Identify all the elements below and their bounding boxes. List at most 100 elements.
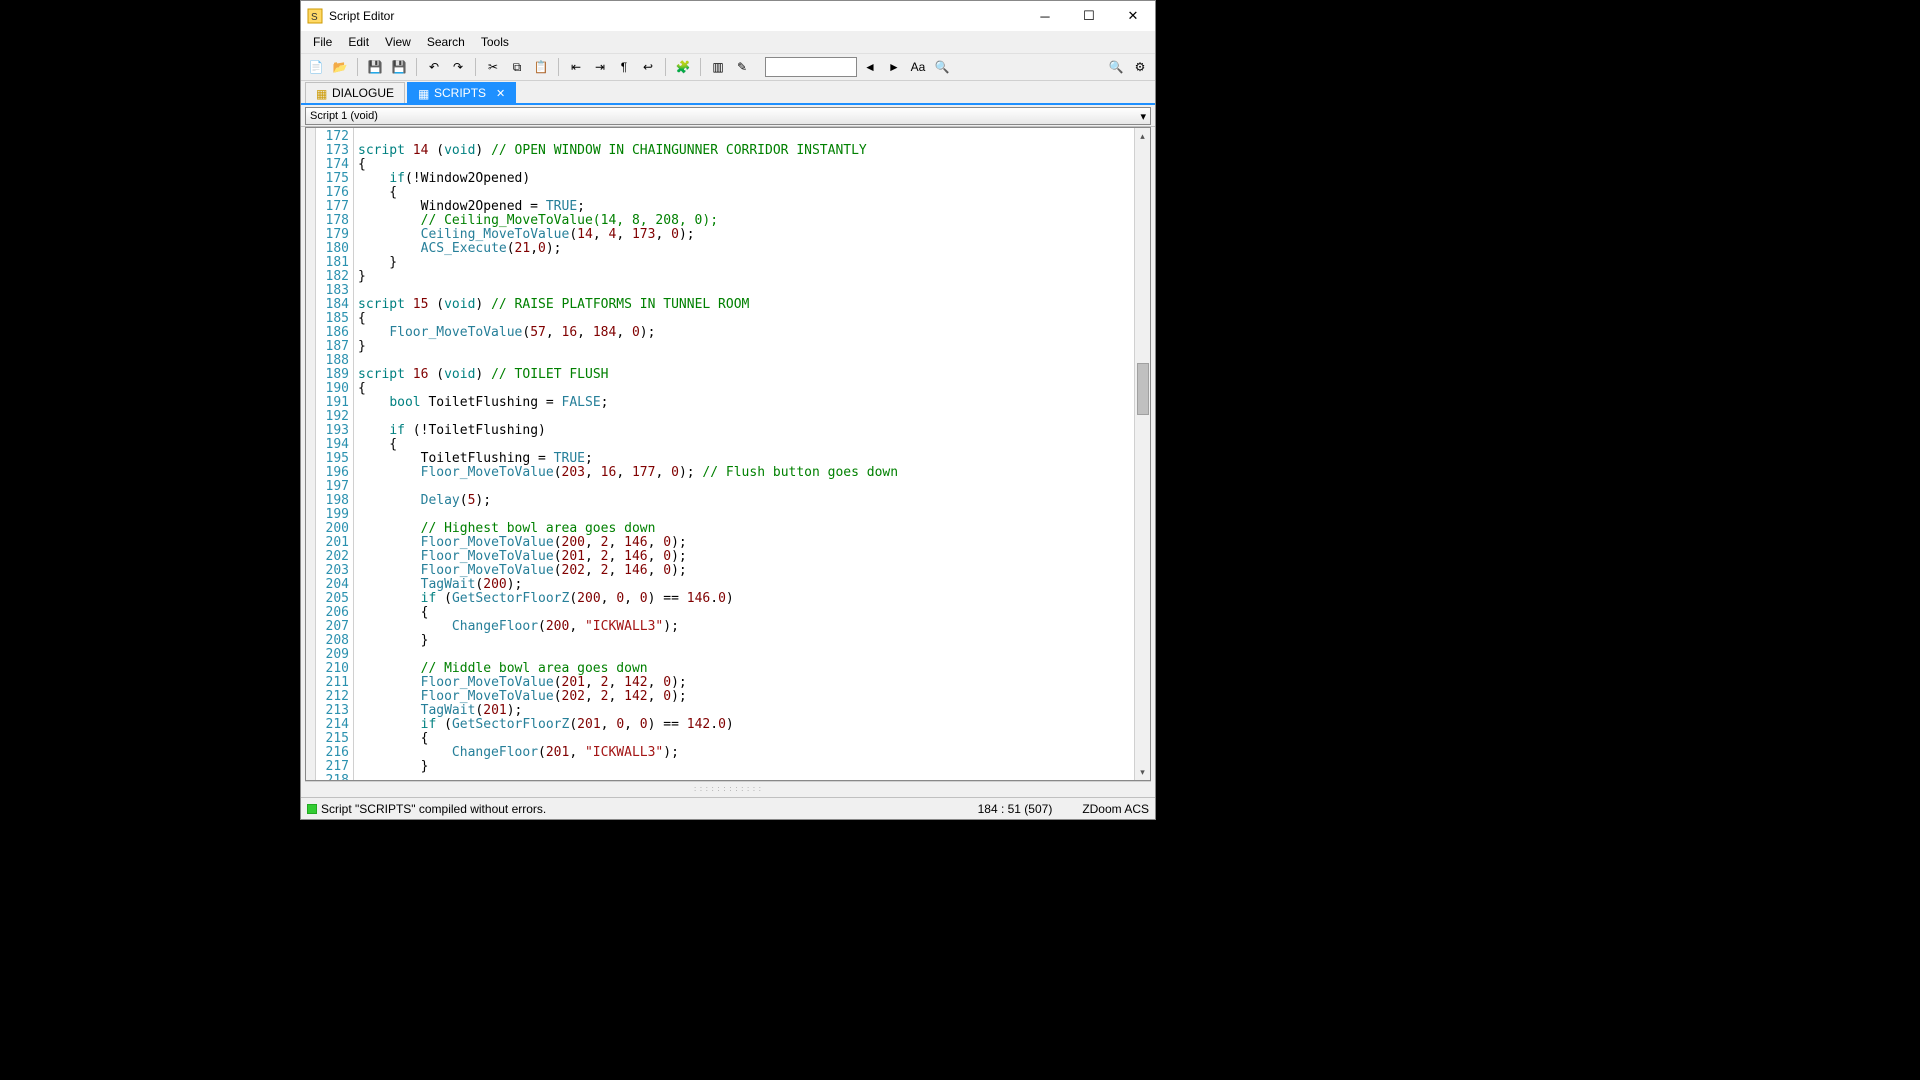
code-line[interactable]: ToiletFlushing = TRUE; xyxy=(358,452,1130,466)
script-selector-dropdown[interactable]: Script 1 (void) ▾ xyxy=(305,107,1151,125)
code-line[interactable]: } xyxy=(358,270,1130,284)
open-file-button[interactable]: 📂 xyxy=(329,56,351,78)
code-line[interactable]: TagWait(201); xyxy=(358,704,1130,718)
toolbar-search-input[interactable] xyxy=(765,57,857,77)
code-line[interactable]: bool ToiletFlushing = FALSE; xyxy=(358,396,1130,410)
code-line[interactable] xyxy=(358,354,1130,368)
copy-button[interactable]: ⧉ xyxy=(506,56,528,78)
code-line[interactable]: } xyxy=(358,634,1130,648)
line-number: 188 xyxy=(316,354,349,368)
line-number: 218 xyxy=(316,774,349,781)
zoom-button[interactable]: 🔍 xyxy=(1105,56,1127,78)
code-line[interactable]: script 16 (void) // TOILET FLUSH xyxy=(358,368,1130,382)
menu-view[interactable]: View xyxy=(377,33,419,51)
code-line[interactable]: // Middle bowl area goes down xyxy=(358,662,1130,676)
redo-button[interactable]: ↷ xyxy=(447,56,469,78)
code-line[interactable] xyxy=(358,774,1130,780)
plugin-button[interactable]: 🧩 xyxy=(672,56,694,78)
code-line[interactable] xyxy=(358,480,1130,494)
vertical-scrollbar[interactable]: ▴ ▾ xyxy=(1134,128,1150,780)
code-line[interactable]: } xyxy=(358,256,1130,270)
code-line[interactable]: Floor_MoveToValue(201, 2, 142, 0); xyxy=(358,676,1130,690)
code-line[interactable] xyxy=(358,130,1130,144)
code-line[interactable]: { xyxy=(358,382,1130,396)
code-line[interactable]: ACS_Execute(21,0); xyxy=(358,242,1130,256)
tab-dialogue[interactable]: ▦DIALOGUE xyxy=(305,82,405,103)
scroll-down-icon[interactable]: ▾ xyxy=(1135,764,1150,780)
wordwrap-button[interactable]: ↩ xyxy=(637,56,659,78)
code-line[interactable]: TagWait(200); xyxy=(358,578,1130,592)
new-file-button[interactable]: 📄 xyxy=(305,56,327,78)
line-number: 214 xyxy=(316,718,349,732)
tab-scripts[interactable]: ▦SCRIPTS✕ xyxy=(407,82,516,103)
code-line[interactable]: } xyxy=(358,760,1130,774)
code-line[interactable]: { xyxy=(358,186,1130,200)
regex-button[interactable]: 🔍 xyxy=(931,56,953,78)
line-number-gutter: 1721731741751761771781791801811821831841… xyxy=(316,128,354,780)
case-button[interactable]: Aa xyxy=(907,56,929,78)
scroll-thumb[interactable] xyxy=(1137,363,1149,415)
code-line[interactable]: script 14 (void) // OPEN WINDOW IN CHAIN… xyxy=(358,144,1130,158)
code-line[interactable]: { xyxy=(358,606,1130,620)
code-line[interactable]: } xyxy=(358,340,1130,354)
menu-search[interactable]: Search xyxy=(419,33,473,51)
code-line[interactable]: if (GetSectorFloorZ(200, 0, 0) == 146.0) xyxy=(358,592,1130,606)
whitespace-button[interactable]: ¶ xyxy=(613,56,635,78)
h-scroll-grip[interactable]: : : : : : : : : : : : : xyxy=(694,786,762,793)
code-line[interactable] xyxy=(358,410,1130,424)
code-line[interactable]: // Highest bowl area goes down xyxy=(358,522,1130,536)
code-line[interactable] xyxy=(358,508,1130,522)
menubar: File Edit View Search Tools xyxy=(301,31,1155,53)
code-line[interactable]: Delay(5); xyxy=(358,494,1130,508)
code-line[interactable]: { xyxy=(358,438,1130,452)
paste-button[interactable]: 📋 xyxy=(530,56,552,78)
app-icon: S xyxy=(307,8,323,24)
save-all-button[interactable]: 💾 xyxy=(388,56,410,78)
menu-edit[interactable]: Edit xyxy=(340,33,377,51)
line-number: 190 xyxy=(316,382,349,396)
code-line[interactable]: Floor_MoveToValue(201, 2, 146, 0); xyxy=(358,550,1130,564)
code-line[interactable]: { xyxy=(358,732,1130,746)
code-line[interactable]: Floor_MoveToValue(57, 16, 184, 0); xyxy=(358,326,1130,340)
prev-button[interactable]: ◄ xyxy=(859,56,881,78)
scroll-up-icon[interactable]: ▴ xyxy=(1135,128,1150,144)
save-button[interactable]: 💾 xyxy=(364,56,386,78)
code-line[interactable]: { xyxy=(358,158,1130,172)
code-line[interactable]: if (!ToiletFlushing) xyxy=(358,424,1130,438)
line-number: 176 xyxy=(316,186,349,200)
menu-tools[interactable]: Tools xyxy=(473,33,517,51)
code-line[interactable] xyxy=(358,284,1130,298)
code-line[interactable] xyxy=(358,648,1130,662)
code-line[interactable]: Floor_MoveToValue(202, 2, 146, 0); xyxy=(358,564,1130,578)
code-line[interactable]: ChangeFloor(200, "ICKWALL3"); xyxy=(358,620,1130,634)
tab-bar: ▦DIALOGUE▦SCRIPTS✕ xyxy=(301,81,1155,105)
code-line[interactable]: Ceiling_MoveToValue(14, 4, 173, 0); xyxy=(358,228,1130,242)
fold-gutter[interactable] xyxy=(306,128,316,780)
next-button[interactable]: ► xyxy=(883,56,905,78)
cut-button[interactable]: ✂ xyxy=(482,56,504,78)
compile-button[interactable]: ✎ xyxy=(731,56,753,78)
code-line[interactable]: // Ceiling_MoveToValue(14, 8, 208, 0); xyxy=(358,214,1130,228)
code-line[interactable]: Floor_MoveToValue(202, 2, 142, 0); xyxy=(358,690,1130,704)
close-button[interactable]: ✕ xyxy=(1111,1,1155,31)
code-line[interactable]: Window2Opened = TRUE; xyxy=(358,200,1130,214)
code-line[interactable]: if (GetSectorFloorZ(201, 0, 0) == 142.0) xyxy=(358,718,1130,732)
code-line[interactable]: if(!Window2Opened) xyxy=(358,172,1130,186)
code-line[interactable]: Floor_MoveToValue(203, 16, 177, 0); // F… xyxy=(358,466,1130,480)
snippet-button[interactable]: ▥ xyxy=(707,56,729,78)
menu-file[interactable]: File xyxy=(305,33,340,51)
code-line[interactable]: script 15 (void) // RAISE PLATFORMS IN T… xyxy=(358,298,1130,312)
code-line[interactable]: Floor_MoveToValue(200, 2, 146, 0); xyxy=(358,536,1130,550)
undo-button[interactable]: ↶ xyxy=(423,56,445,78)
code-line[interactable]: { xyxy=(358,312,1130,326)
line-number: 205 xyxy=(316,592,349,606)
code-editor[interactable]: script 14 (void) // OPEN WINDOW IN CHAIN… xyxy=(354,128,1134,780)
minimize-button[interactable]: ─ xyxy=(1023,1,1067,31)
horizontal-scrollbar[interactable]: : : : : : : : : : : : : xyxy=(305,781,1151,797)
unindent-button[interactable]: ⇤ xyxy=(565,56,587,78)
indent-button[interactable]: ⇥ xyxy=(589,56,611,78)
tab-close-icon[interactable]: ✕ xyxy=(496,87,505,100)
code-line[interactable]: ChangeFloor(201, "ICKWALL3"); xyxy=(358,746,1130,760)
settings-button[interactable]: ⚙ xyxy=(1129,56,1151,78)
maximize-button[interactable]: ☐ xyxy=(1067,1,1111,31)
